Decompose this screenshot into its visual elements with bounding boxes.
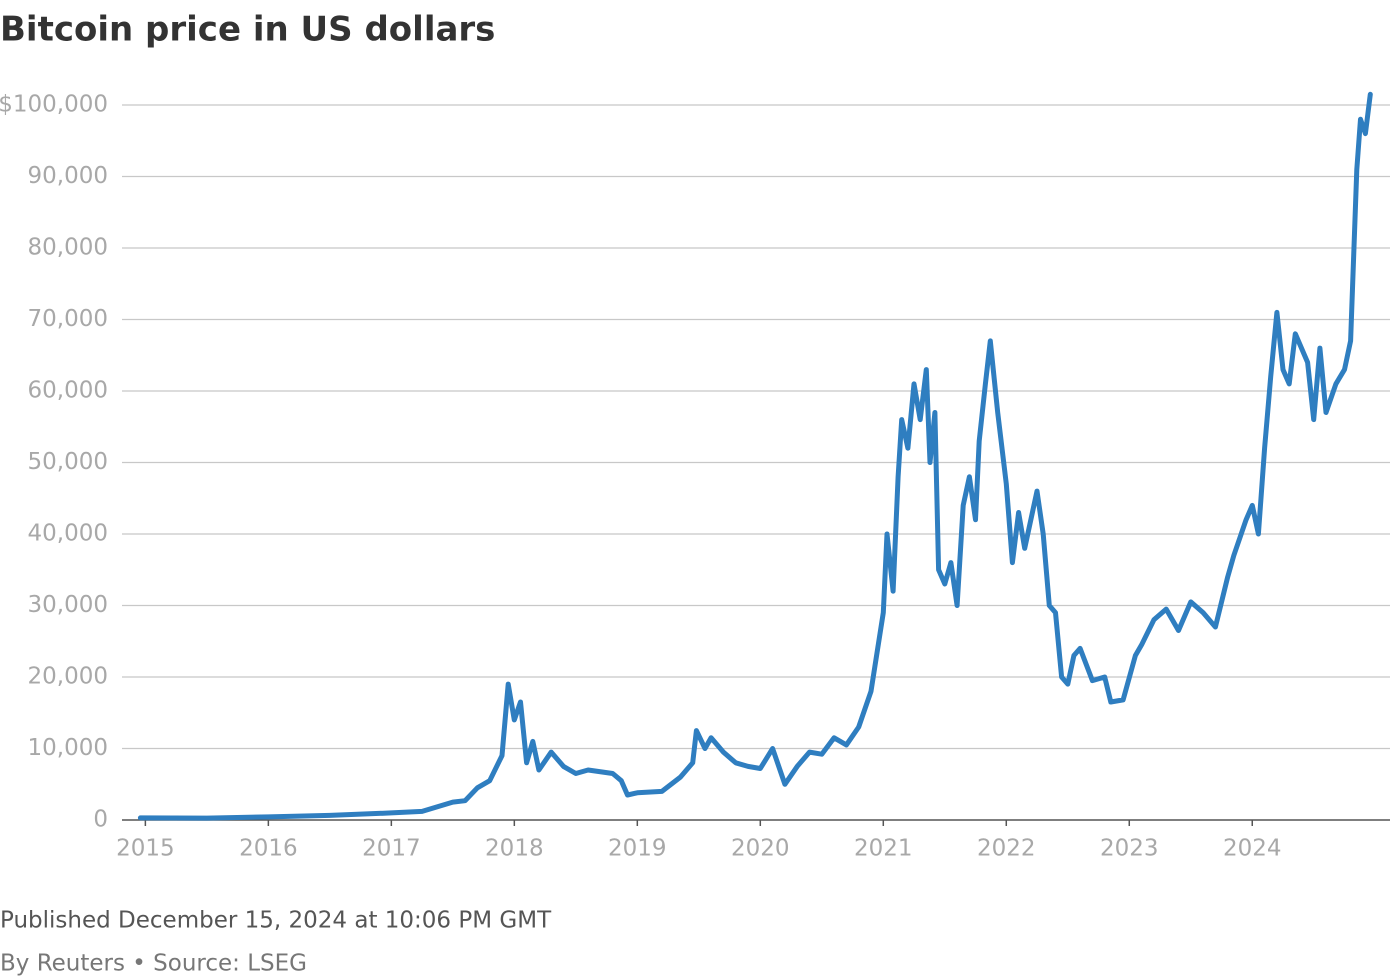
y-tick-label: 30,000 — [28, 592, 108, 618]
x-tick-label: 2019 — [608, 836, 667, 862]
y-tick-label: 90,000 — [28, 163, 108, 189]
x-tick-label: 2017 — [362, 836, 421, 862]
y-tick-label: 20,000 — [28, 664, 108, 690]
x-tick-label: 2015 — [116, 836, 175, 862]
y-tick-label: 70,000 — [28, 306, 108, 332]
x-tick-label: 2024 — [1223, 836, 1282, 862]
price-line — [137, 91, 1373, 821]
y-tick-label: 80,000 — [28, 235, 108, 261]
y-tick-label: 60,000 — [28, 378, 108, 404]
source-note: By Reuters • Source: LSEG — [0, 951, 307, 977]
y-tick-label: 0 — [93, 807, 108, 833]
y-tick-label: 50,000 — [28, 449, 108, 475]
x-tick-label: 2020 — [731, 836, 790, 862]
chart-title: Bitcoin price in US dollars — [0, 10, 495, 50]
published-note: Published December 15, 2024 at 10:06 PM … — [0, 908, 552, 934]
x-tick-label: 2018 — [485, 836, 544, 862]
y-tick-label: $100,000 — [0, 92, 108, 118]
x-tick-label: 2023 — [1100, 836, 1159, 862]
x-tick-label: 2016 — [239, 836, 298, 862]
x-tick-label: 2022 — [977, 836, 1036, 862]
x-tick-label: 2021 — [854, 836, 913, 862]
y-tick-label: 10,000 — [28, 735, 108, 761]
y-tick-label: 40,000 — [28, 521, 108, 547]
